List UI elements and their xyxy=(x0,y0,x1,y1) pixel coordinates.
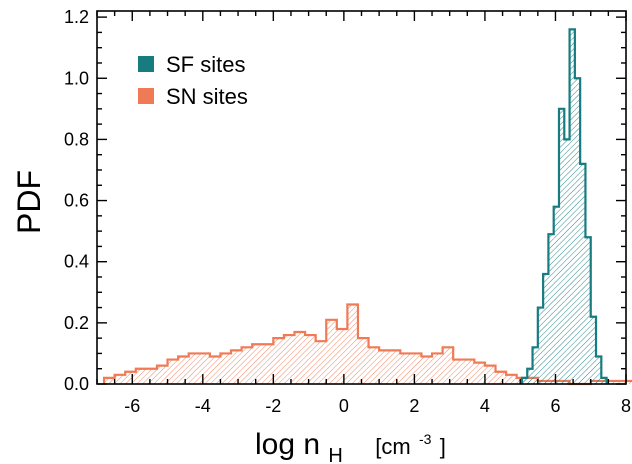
series-layer xyxy=(102,28,632,386)
histogram-bar-sf xyxy=(569,29,575,384)
histogram-bar-sn xyxy=(326,319,337,384)
histogram-bar-sn xyxy=(379,350,390,384)
histogram-bar-sn xyxy=(283,335,295,384)
x-tick-label: 0 xyxy=(339,396,349,416)
histogram-bar-sf xyxy=(527,368,533,384)
histogram-bar-sn xyxy=(357,338,369,384)
x-axis-title-unit-exp: -3 xyxy=(419,431,432,447)
axes-layer: -6 -4 -2 0 2 4 6 8 0.0 0.2 0.4 0.6 0.8 1.0 1.2 xyxy=(64,7,631,416)
histogram-bar-sn xyxy=(156,365,168,384)
x-tick-label: 6 xyxy=(550,396,560,416)
legend-swatch-sn xyxy=(138,88,154,104)
histogram-bar-sf xyxy=(532,347,538,384)
histogram-bar-sn xyxy=(262,344,274,384)
histogram-bar-sn xyxy=(294,332,306,384)
histogram-bar-sn xyxy=(178,356,189,384)
histogram-bar-sn xyxy=(389,350,401,384)
histogram-bar-sn xyxy=(220,353,232,384)
y-tick-label: 0.8 xyxy=(64,129,89,149)
histogram-bar-sn xyxy=(305,335,316,384)
histogram-bar-sn xyxy=(453,359,464,384)
histogram-bar-sn xyxy=(400,353,411,384)
histogram-bar-sn xyxy=(421,356,433,384)
histogram-bar-sn xyxy=(135,368,147,384)
x-tick-label: -4 xyxy=(195,396,211,416)
histogram-bar-sn xyxy=(442,347,454,384)
y-tick-label: 1.0 xyxy=(64,68,89,88)
x-tick-label: 2 xyxy=(409,396,419,416)
x-axis-title: log n H [cm -3 ] xyxy=(255,418,446,464)
histogram-bar-sn xyxy=(622,380,632,384)
histogram-bar-sn xyxy=(188,353,200,384)
y-tick-label: 0.6 xyxy=(64,191,89,211)
histogram-bar-sn xyxy=(252,344,263,384)
histogram-bar-sn xyxy=(199,353,210,384)
histogram-bar-sf xyxy=(543,273,549,384)
x-tick-label: -6 xyxy=(124,396,140,416)
y-tick-label: 0.2 xyxy=(64,313,89,333)
histogram-bar-sn xyxy=(336,328,348,384)
histogram-bar-sn xyxy=(484,365,496,384)
histogram-bar-sn xyxy=(611,380,623,384)
histogram-bar-sn xyxy=(241,347,253,384)
x-tick-label: 4 xyxy=(480,396,490,416)
histogram-bar-sn xyxy=(432,353,443,384)
histogram-bar-sn xyxy=(495,371,507,384)
histogram-bar-sf xyxy=(564,139,570,384)
x-tick-label: -2 xyxy=(265,396,281,416)
histogram-bar-sn xyxy=(231,350,242,384)
histogram-bar-sn xyxy=(410,353,422,384)
y-tick-label: 0.4 xyxy=(64,252,89,272)
legend-swatch-sf xyxy=(138,56,154,72)
x-axis-title-main: log n xyxy=(255,428,320,461)
x-axis-title-sub: H xyxy=(328,445,342,464)
histogram-bar-sn xyxy=(146,368,157,384)
x-axis-title-unit: [cm xyxy=(375,434,410,459)
histogram-bar-sf xyxy=(521,377,528,384)
histogram-bar-sf xyxy=(590,316,597,384)
histogram-bar-sf xyxy=(537,307,544,384)
histogram-bar-sf xyxy=(548,234,554,384)
y-tick-label: 1.2 xyxy=(64,7,89,27)
histogram-bar-sf xyxy=(580,163,586,384)
histogram-bar-sn xyxy=(167,359,179,384)
histogram-bar-sn xyxy=(506,374,517,384)
legend: SF sites SN sites xyxy=(138,52,248,109)
histogram-bar-sn xyxy=(315,341,327,384)
legend-label-sn: SN sites xyxy=(166,84,248,109)
histogram-bar-sn xyxy=(104,377,115,384)
y-tick-label: 0.0 xyxy=(64,374,89,394)
x-tick-label: 8 xyxy=(621,396,631,416)
histogram-bar-sn xyxy=(114,374,126,384)
x-axis-title-unit-close: ] xyxy=(440,434,446,459)
histogram-outline-sn xyxy=(102,303,632,386)
legend-label-sf: SF sites xyxy=(166,52,245,77)
histogram-bar-sf xyxy=(585,237,591,384)
y-axis-title: PDF xyxy=(11,170,47,234)
histogram-bar-sn xyxy=(209,356,221,384)
histogram-bar-sn xyxy=(474,362,485,384)
histogram-bar-sn xyxy=(368,347,380,384)
histogram-bar-sn xyxy=(463,359,475,384)
histogram-bar-sn xyxy=(273,338,284,384)
histogram-bar-sf xyxy=(601,377,607,384)
histogram-bar-sn xyxy=(347,304,358,384)
histogram-bar-sf xyxy=(553,206,559,384)
series-sf xyxy=(520,28,608,385)
histogram-bar-sn xyxy=(125,371,136,384)
histogram-outline-sf xyxy=(520,28,608,384)
histogram-bar-sf xyxy=(558,108,565,385)
histogram-bar-sf xyxy=(596,356,602,384)
histogram-bar-sf xyxy=(574,78,581,384)
